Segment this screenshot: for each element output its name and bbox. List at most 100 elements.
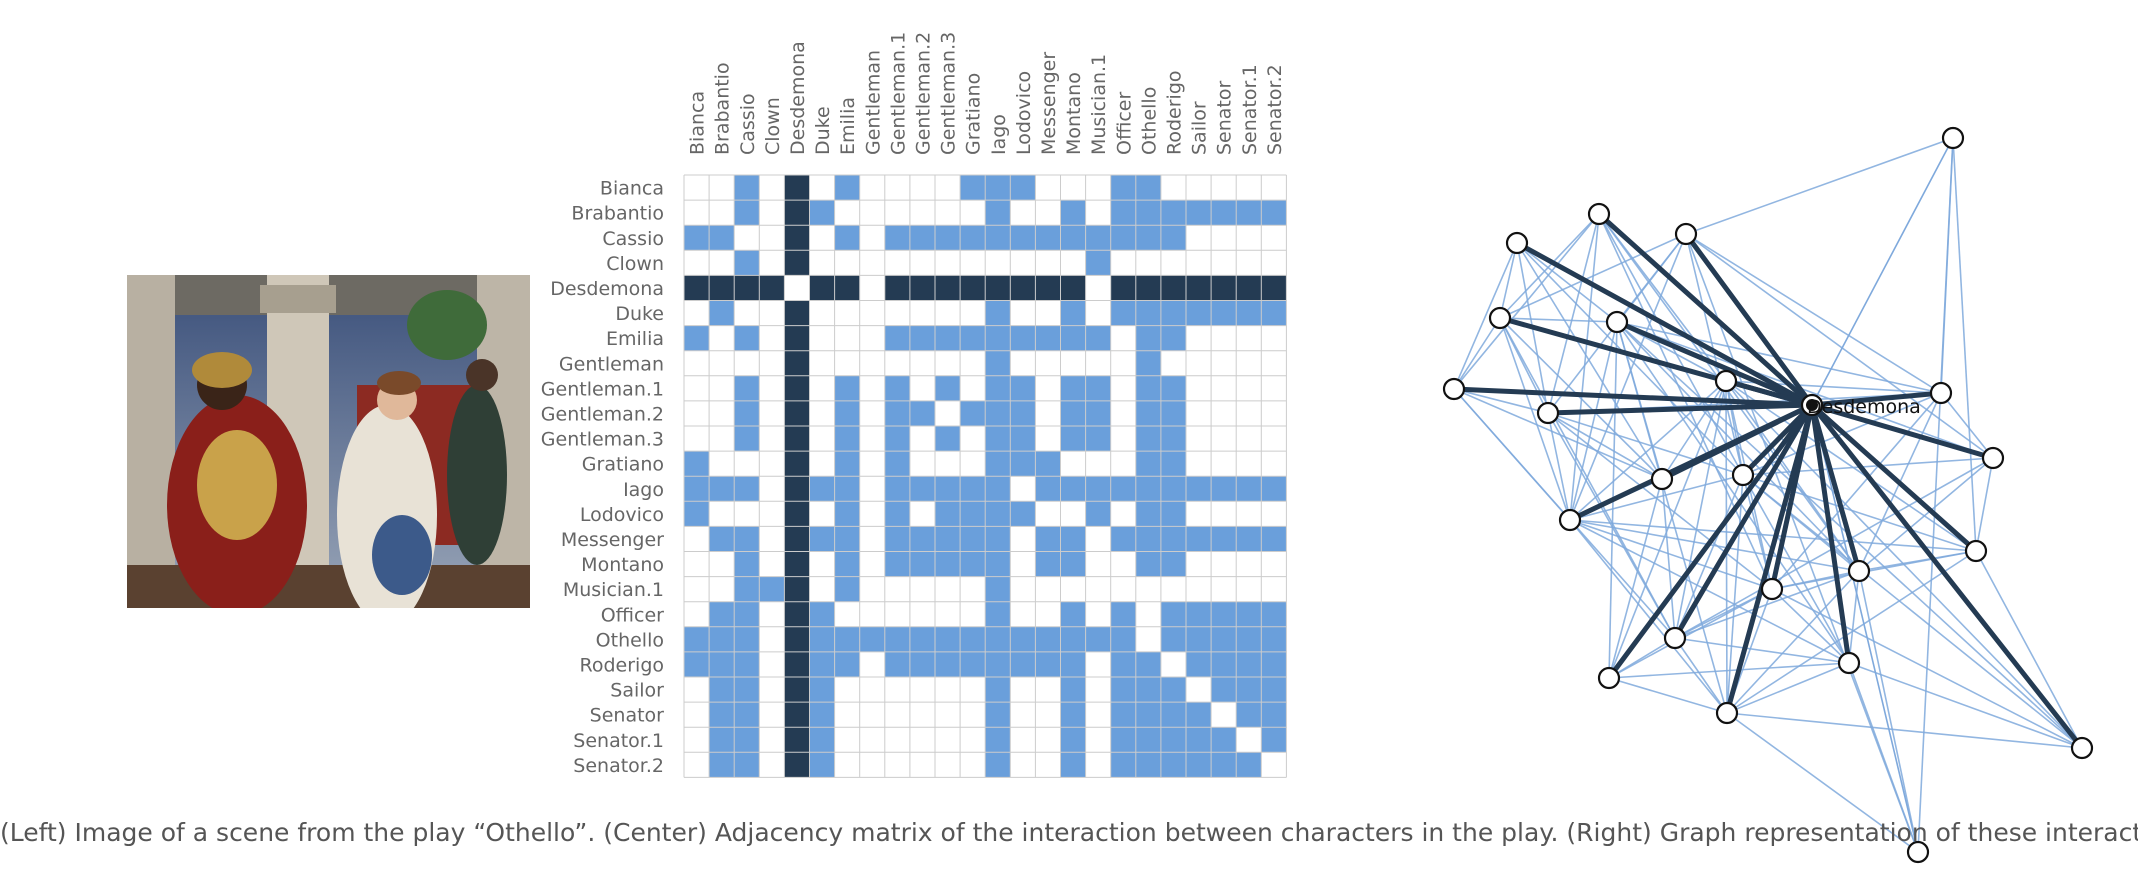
graph-edge [1499,213,1600,319]
matrix-cell [909,400,935,426]
matrix-cell [1186,651,1212,677]
matrix-cell [1135,300,1161,326]
figure-caption: (Left) Image of a scene from the play “O… [0,818,2138,847]
matrix-cell [784,250,810,276]
graph-edge [1940,392,1994,459]
matrix-cell [709,601,735,627]
matrix-column-label: Senator.1 [1239,64,1261,155]
matrix-cell [1060,752,1086,778]
matrix-cell [884,325,910,351]
adjacency-matrix: BiancaBrabantioCassioClownDesdemonaDukeE… [541,32,1287,778]
graph-edge [1516,242,1618,323]
graph-edge [1569,519,1860,572]
graph-edge [1608,677,1728,714]
matrix-cell [784,702,810,728]
matrix-row-label: Bianca [600,178,664,200]
matrix-cell [1160,501,1186,527]
matrix-cell [1110,175,1136,201]
matrix-column-label: Musician.1 [1088,54,1110,155]
matrix-column-label: Gentleman.2 [912,32,934,155]
matrix-cell [1085,325,1111,351]
matrix-cell [960,626,986,652]
matrix-cell [884,551,910,577]
graph-edge [1975,550,2083,749]
matrix-column-label: Gratiano [963,73,985,155]
matrix-row-label: Gratiano [582,454,664,476]
graph-edge [1674,474,1744,639]
matrix-cell [985,375,1011,401]
graph-node [1650,467,1674,491]
graph-edge [1608,588,1773,679]
graph-edge [1616,321,1850,664]
matrix-cell [1211,275,1237,301]
graph-edge [1453,242,1518,390]
graph-edge [1685,233,1919,853]
matrix-row-label: Lodovico [580,504,664,526]
matrix-cell [1085,400,1111,426]
matrix-cell [1135,727,1161,753]
matrix-cell [960,225,986,251]
graph-edge [1569,519,1977,552]
matrix-cell [884,476,910,502]
graph-node [1488,306,1512,330]
matrix-cell [809,651,835,677]
matrix-cell [935,626,961,652]
matrix-cell [1261,702,1287,728]
matrix-cell [1035,526,1061,552]
matrix-cell [1060,426,1086,452]
matrix-cell [809,702,835,728]
matrix-cell [809,200,835,226]
matrix-cell [834,551,860,577]
matrix-row-label: Clown [606,253,664,275]
othello-painting-art [127,275,530,608]
matrix-cell [784,727,810,753]
matrix-row-label: Desdemona [550,278,664,300]
graph-edge [1453,213,1600,390]
matrix-cell [734,375,760,401]
matrix-cell [1110,677,1136,703]
matrix-cell [1110,626,1136,652]
graph-highlight-edge [1683,231,1815,408]
matrix-cell [1211,651,1237,677]
graph-node [1837,651,1861,675]
matrix-cell [1211,300,1237,326]
graph-edge [1811,137,1954,406]
matrix-cell [1261,651,1287,677]
matrix-cell [834,451,860,477]
matrix-row-label: Montano [581,554,664,576]
matrix-cell [1160,225,1186,251]
matrix-cell [1160,426,1186,452]
graph-edge [1726,662,1850,714]
matrix-cell [1135,200,1161,226]
matrix-row-label: Senator.2 [573,755,664,777]
matrix-cell [859,626,885,652]
matrix-cell [1085,426,1111,452]
matrix-cell [834,651,860,677]
graph-edge [1742,474,2083,749]
matrix-row-labels: Bianca Brabantio Cassio Clown Desdemona Duke E… [541,178,664,777]
graph-edge [1685,233,1744,476]
matrix-cell [1236,526,1262,552]
matrix-row-label: Roderigo [580,654,665,676]
matrix-cell [684,626,710,652]
graph-edge [1499,317,1618,323]
graph-highlight-edge [1567,402,1815,523]
matrix-cell [784,325,810,351]
matrix-column-label: Lodovico [1013,71,1035,155]
matrix-cell [1160,451,1186,477]
matrix-cell [734,601,760,627]
graph-node [1714,369,1738,393]
matrix-cell [784,476,810,502]
matrix-cell [1211,626,1237,652]
graph-edge [1661,380,1727,480]
graph-edge [1516,242,1663,480]
matrix-cell [884,400,910,426]
matrix-row-label: Gentleman.1 [541,378,664,400]
matrix-cell [834,225,860,251]
matrix-cell [709,225,735,251]
matrix-cell [985,626,1011,652]
graph-node [1964,539,1988,563]
graph-highlight-edge [1606,402,1815,681]
graph-edge [1742,457,1994,476]
matrix-cell [834,501,860,527]
